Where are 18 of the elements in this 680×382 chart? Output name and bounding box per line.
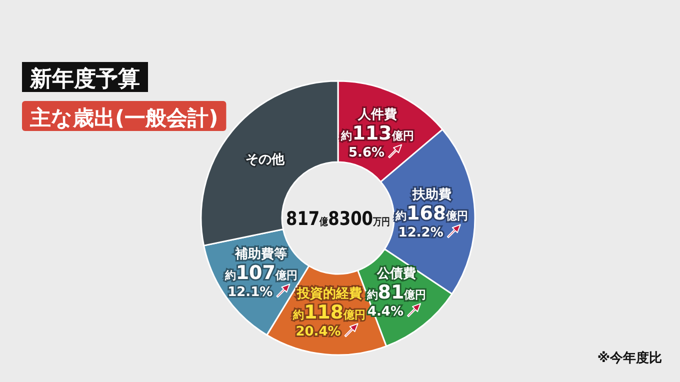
slice-label: 扶助費 <box>411 188 452 203</box>
text: 12.2% <box>398 226 444 241</box>
text: ※今年度比 <box>597 350 662 366</box>
slice-label: 公債費 <box>376 266 416 282</box>
data-label: 約168億円 <box>394 202 468 225</box>
slice-label: 投資的経費 <box>296 286 362 302</box>
data-label: 約113億円 <box>340 122 414 145</box>
slice-label: 補助費等 <box>234 246 288 262</box>
slice-label: 人件費 <box>357 108 398 123</box>
text: 主な歳出(一般会計) <box>29 106 218 130</box>
data-label: 約107億円 <box>224 262 298 284</box>
text: 20.4% <box>296 324 341 340</box>
slice-label: その他 <box>246 152 286 168</box>
text: 817億8300万円 <box>286 208 394 230</box>
text: 12.1% <box>228 285 273 300</box>
text: 5.6% <box>348 146 385 161</box>
data-label: 約118億円 <box>292 302 366 324</box>
chart-title: 新年度予算 <box>29 66 140 92</box>
